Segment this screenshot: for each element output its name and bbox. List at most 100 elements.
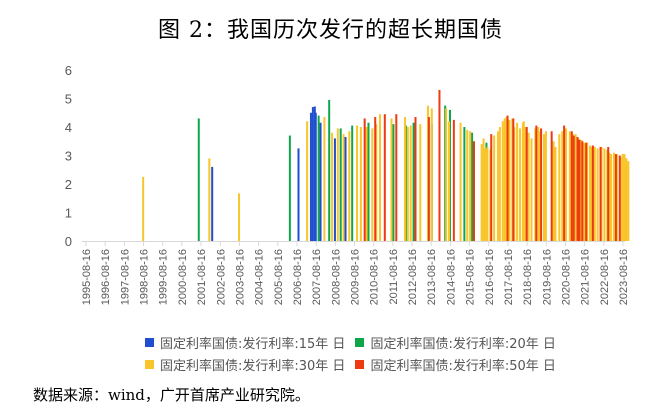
bar [430, 108, 433, 241]
x-tick-label: 2019-08-16 [541, 249, 553, 305]
bar [371, 128, 374, 241]
chart-title: 图 2：我国历次发行的超长期国债 [158, 18, 503, 43]
legend-label: 固定利率国债:发行利率:20年 日 [370, 336, 556, 352]
bar [367, 122, 370, 241]
legend-swatch-green [355, 337, 365, 347]
bar [333, 138, 336, 241]
bar [503, 118, 506, 241]
bar [311, 107, 314, 241]
legend-swatch-red [355, 359, 365, 369]
y-tick-label: 2 [65, 177, 72, 192]
x-axis: 1995-08-16 1996-08-16 1997-08-16 1998-08-16… [81, 241, 630, 305]
data-source-note: 数据来源：wind，广开首席产业研究院。 [33, 386, 310, 404]
bar [506, 115, 509, 241]
bar [355, 125, 358, 241]
bar [452, 119, 455, 241]
bar [621, 154, 624, 241]
bar [581, 141, 584, 241]
bar [323, 117, 326, 241]
y-axis: 0 1 2 3 4 5 6 [65, 63, 72, 249]
x-tick-label: 2004-08-16 [254, 249, 266, 305]
bar [336, 128, 339, 241]
bar [522, 121, 525, 241]
x-tick-label: 1996-08-16 [100, 249, 112, 305]
bar [317, 115, 320, 241]
x-tick-label: 2012-08-16 [407, 249, 419, 305]
bar [540, 128, 543, 241]
bar [480, 144, 483, 241]
legend-swatch-yellow [145, 359, 154, 369]
bar [550, 131, 553, 241]
bar [519, 128, 522, 241]
bar [614, 154, 617, 241]
bar [558, 134, 561, 241]
bar [383, 114, 386, 241]
bar [469, 131, 472, 241]
bar [572, 135, 575, 241]
bar [612, 152, 615, 241]
bar [512, 118, 515, 241]
bar [561, 131, 564, 241]
x-tick-label: 2000-08-16 [177, 249, 189, 305]
bar [390, 118, 393, 241]
legend-item-20y: 固定利率国债:发行利率:20年 日 [355, 333, 556, 352]
bar [563, 125, 566, 241]
bar [486, 146, 489, 241]
x-tick-label: 1995-08-16 [81, 249, 93, 305]
x-tick-label: 2006-08-16 [292, 249, 304, 305]
y-tick-label: 3 [65, 149, 72, 164]
x-tick-label: 2013-08-16 [426, 249, 438, 305]
bar [574, 134, 577, 241]
bar [208, 158, 211, 241]
bar [339, 128, 342, 241]
bar [496, 131, 499, 241]
bar [344, 136, 347, 241]
bar [306, 121, 309, 241]
bar [607, 146, 610, 241]
bar [508, 119, 511, 241]
bar [627, 161, 630, 241]
bar [591, 145, 594, 241]
bar [419, 124, 422, 241]
y-tick-label: 4 [65, 120, 72, 135]
bar [565, 128, 568, 241]
bar [197, 118, 200, 241]
legend-swatch-blue [145, 337, 154, 347]
bar [351, 125, 354, 241]
bar [463, 127, 466, 241]
bar [596, 148, 599, 241]
x-tick-label: 2002-08-16 [215, 249, 227, 305]
x-tick-label: 1999-08-16 [158, 249, 170, 305]
bar [427, 117, 430, 241]
bar [525, 127, 528, 241]
x-tick-label: 2022-08-16 [599, 249, 611, 305]
bar [363, 118, 366, 241]
bar [297, 148, 300, 241]
x-tick-label: 2010-08-16 [369, 249, 381, 305]
bar [583, 142, 586, 241]
bar [409, 125, 412, 241]
x-tick-label: 2009-08-16 [350, 249, 362, 305]
bar [482, 138, 485, 241]
bar [445, 108, 448, 241]
bar [359, 127, 362, 241]
bar [570, 131, 573, 241]
x-tick-label: 2016-08-16 [484, 249, 496, 305]
bar [374, 117, 377, 241]
x-tick-label: 2008-08-16 [330, 249, 342, 305]
y-tick-label: 0 [65, 234, 72, 249]
legend: 固定利率国债:发行利率:15年 日 固定利率国债:发行利率:20年 日 固定利率… [145, 331, 585, 375]
bar [603, 148, 606, 241]
bar [395, 114, 398, 241]
bar [552, 141, 555, 241]
chart-bars [142, 89, 630, 242]
legend-label: 固定利率国债:发行利率:15年 日 [160, 336, 346, 352]
bar [537, 127, 540, 241]
bar [331, 132, 334, 241]
x-tick-label: 1998-08-16 [139, 249, 151, 305]
bar [472, 141, 475, 241]
x-tick-label: 2005-08-16 [273, 249, 285, 305]
bar [414, 117, 417, 241]
bar [309, 112, 312, 241]
